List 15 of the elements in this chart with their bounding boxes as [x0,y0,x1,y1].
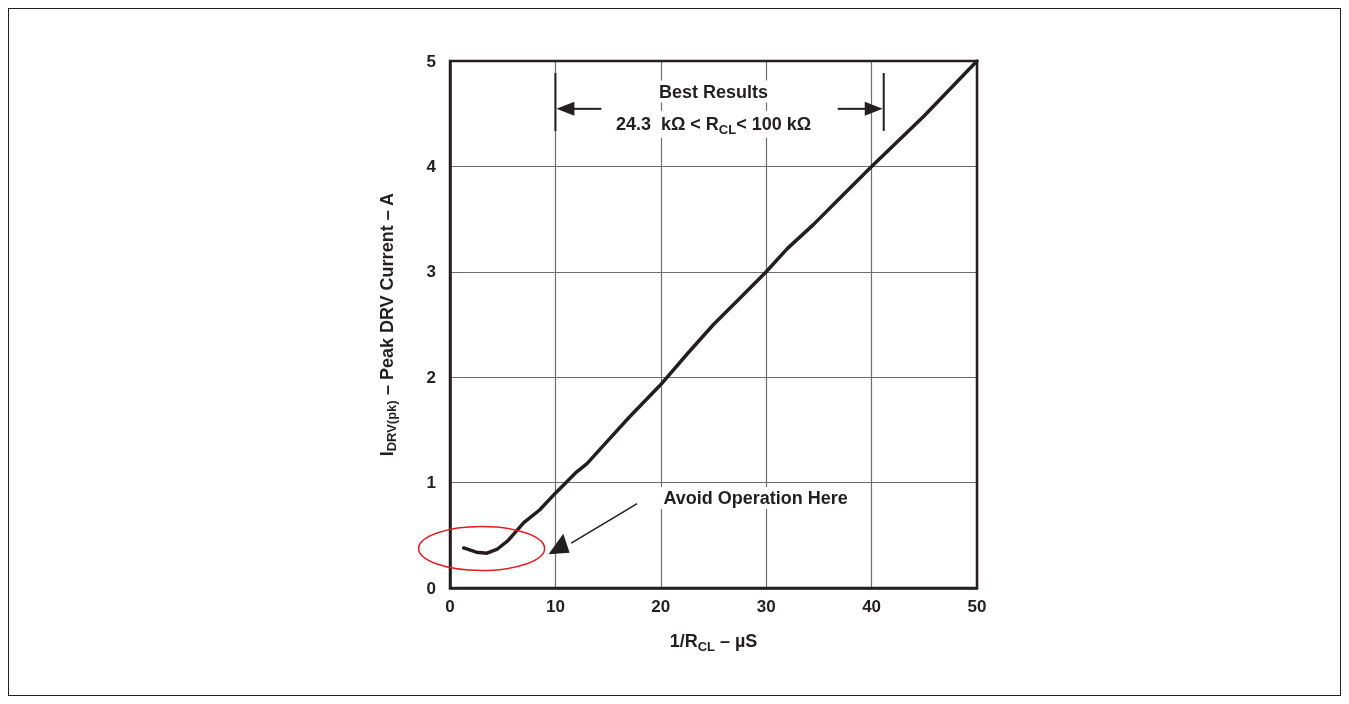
y-tick-label: 4 [426,156,437,176]
y-tick-label: 5 [426,51,436,71]
x-tick-label: 30 [756,597,776,616]
y-axis-title: IDRV(pk) – Peak DRV Current – A [376,193,399,457]
x-tick-label: 10 [545,597,565,616]
x-tick-label: 0 [445,597,455,616]
x-tick-label: 20 [651,597,671,616]
x-tick-label: 40 [862,597,882,616]
y-tick-label: 2 [426,367,436,387]
annotation: Best Results [658,81,769,102]
y-tick-label: 1 [426,473,436,493]
y-tick-label: 3 [426,262,436,282]
x-tick-label: 50 [967,597,987,616]
annotation: Avoid Operation Here [663,487,848,508]
y-tick-label: 0 [426,578,436,598]
